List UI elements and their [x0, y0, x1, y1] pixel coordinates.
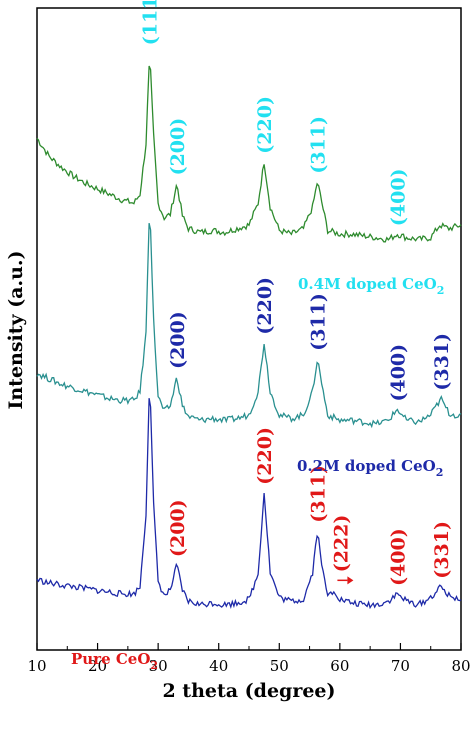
- peak-label-220: (220): [254, 277, 276, 335]
- series-line-pure-ceo2: [36, 398, 462, 610]
- peak-label-111: (111): [140, 0, 162, 45]
- series-name-label: 0.2M doped CeO2: [297, 457, 443, 479]
- peak-label-200: (200): [167, 118, 189, 176]
- peak-label-222: (222): [330, 515, 352, 573]
- peak-label-220: (220): [254, 427, 276, 485]
- peak-label-331: (331): [431, 333, 453, 391]
- series-lines: [36, 65, 462, 610]
- peak-label-311: (311): [307, 293, 329, 351]
- x-tick-label: 20: [88, 657, 107, 675]
- series-line-0-2m-doped-ceo2: [36, 223, 462, 429]
- series-name-label: 0.4M doped CeO2: [298, 275, 444, 297]
- peak-label-311: (311): [307, 465, 329, 523]
- peak-arrowhead: [347, 576, 354, 585]
- x-tick-label: 50: [270, 657, 289, 675]
- x-axis-title: 2 theta (degree): [162, 680, 335, 702]
- x-axis-ticks: 10 20 30 40 50 60 70 80: [27, 643, 471, 675]
- peak-label-331: (331): [431, 521, 453, 579]
- series-name-subscript: 2: [437, 284, 445, 297]
- peak-label-220: (220): [254, 96, 276, 154]
- peak-label-311: (311): [307, 116, 329, 174]
- series-line-0-4m-doped-ceo2: [36, 65, 462, 243]
- peak-label-200: (200): [167, 499, 189, 557]
- x-tick-label: 10: [27, 657, 46, 675]
- series-name-base: 0.2M doped CeO: [297, 457, 436, 475]
- peak-label-200: (200): [167, 311, 189, 369]
- peak-label-400: (400): [387, 344, 409, 402]
- x-tick-label: 40: [209, 657, 228, 675]
- peak-label-400: (400): [387, 168, 409, 226]
- y-axis-title: Intensity (a.u.): [5, 250, 27, 409]
- series-name-subscript: 2: [150, 659, 158, 672]
- x-tick-label: 60: [330, 657, 349, 675]
- peak-labels: (111) (200) (220) (311) (400) (200) (220) (311)…: [140, 0, 453, 586]
- peak-label-400: (400): [387, 528, 409, 586]
- series-name-subscript: 2: [436, 466, 444, 479]
- series-name-label: Pure CeO2: [71, 650, 158, 672]
- x-tick-label: 30: [149, 657, 168, 675]
- x-tick-label: 70: [391, 657, 410, 675]
- series-name-base: 0.4M doped CeO: [298, 275, 437, 293]
- x-tick-label: 80: [451, 657, 470, 675]
- series-name-base: Pure CeO: [71, 650, 150, 668]
